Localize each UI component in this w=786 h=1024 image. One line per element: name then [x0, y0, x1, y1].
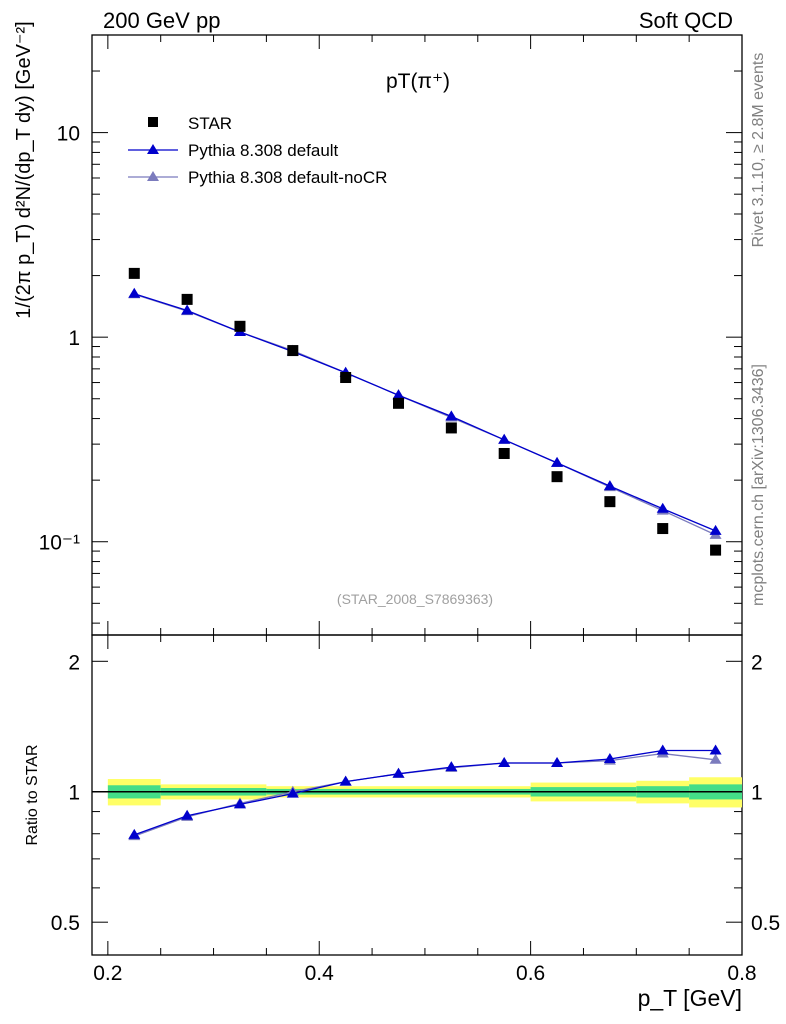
series-layer: [128, 267, 722, 556]
legend-marker-default: [147, 144, 159, 154]
ratio-marker-default: [233, 798, 246, 809]
y-tick-label: 10⁻¹: [39, 532, 80, 555]
ratio-marker-default: [498, 757, 511, 768]
chart-title: pT(π⁺): [386, 70, 450, 93]
marker-default: [656, 502, 669, 513]
marker-default: [445, 410, 458, 421]
ratio-marker-default: [286, 787, 299, 798]
marker-default: [551, 456, 564, 467]
ratio-marker-nocr: [709, 753, 722, 764]
site-reference: mcplots.cern.ch [arXiv:1306.3436]: [750, 364, 767, 606]
ratio-marker-default: [128, 828, 141, 839]
data-point-star: [340, 372, 352, 384]
marker-default: [498, 433, 511, 444]
ratio-series-layer: [128, 744, 722, 841]
data-point-star: [604, 496, 616, 508]
legend-marker-nocr: [147, 171, 159, 181]
marker-default: [392, 389, 405, 400]
ratio-marker-default: [445, 761, 458, 772]
x-axis-label: p_T [GeV]: [638, 985, 742, 1011]
y-tick-label: 10: [57, 123, 80, 146]
rivet-version: Rivet 3.1.10, ≥ 2.8M events: [750, 53, 767, 248]
data-point-star: [445, 422, 457, 434]
data-point-star: [710, 544, 722, 556]
ratio-axis-label: Ratio to STAR: [24, 744, 41, 845]
ratio-line-default: [134, 749, 716, 836]
data-point-star: [234, 320, 246, 332]
series-line-default: [134, 293, 716, 532]
legend-label: Pythia 8.308 default: [188, 141, 339, 160]
legend-marker-star: [148, 117, 158, 127]
ratio-tick-label-right: 2: [751, 651, 763, 674]
energy-label: 200 GeV pp: [103, 8, 220, 33]
series-line-nocr: [134, 293, 716, 536]
legend: STAR Pythia 8.308 default Pythia 8.308 d…: [128, 114, 387, 187]
marker-default: [128, 287, 141, 298]
ratio-marker-default: [603, 753, 616, 764]
ratio-marker-default: [709, 744, 722, 755]
main-axis-ticks: [92, 34, 743, 635]
ratio-marker-default: [656, 744, 669, 755]
ratio-tick-label: 1: [68, 782, 80, 805]
data-point-star: [498, 447, 510, 459]
data-point-star: [551, 471, 563, 483]
category-label: Soft QCD: [639, 8, 733, 33]
y-tick-label: 1: [68, 327, 80, 350]
ratio-marker-default: [181, 809, 194, 820]
legend-label: STAR: [188, 114, 232, 133]
analysis-id: (STAR_2008_S7869363): [337, 591, 493, 607]
x-tick-label: 0.4: [305, 962, 335, 985]
ratio-tick-label-right: 0.5: [751, 912, 780, 935]
data-point-star: [287, 345, 299, 357]
ratio-marker-default: [551, 757, 564, 768]
data-point-star: [128, 267, 140, 279]
ratio-marker-default: [339, 775, 352, 786]
ratio-tick-label: 2: [68, 651, 80, 674]
legend-label: Pythia 8.308 default-noCR: [188, 168, 387, 187]
marker-default: [181, 304, 194, 315]
ratio-axis-ticks: [92, 635, 743, 955]
data-point-star: [393, 397, 405, 409]
marker-default: [709, 524, 722, 535]
x-tick-label: 0.6: [516, 962, 545, 985]
data-point-star: [657, 523, 669, 535]
ratio-tick-label: 0.5: [51, 912, 80, 935]
x-tick-label: 0.2: [93, 962, 122, 985]
x-tick-label: 0.8: [727, 962, 756, 985]
ratio-tick-label-right: 1: [751, 782, 763, 805]
ratio-marker-default: [392, 767, 405, 778]
marker-default: [603, 480, 616, 491]
y-axis-label: 1/(2π p_T) d²N/(dp_T dy) [GeV⁻²]: [13, 21, 35, 318]
data-point-star: [181, 293, 193, 305]
